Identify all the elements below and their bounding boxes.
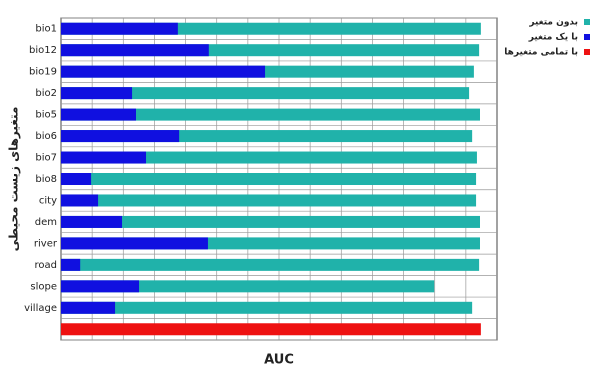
bar bbox=[61, 22, 178, 35]
bar bbox=[61, 280, 140, 293]
x-axis-label: AUC bbox=[264, 353, 294, 368]
legend-label: با تمامی متغیرها bbox=[504, 48, 578, 58]
bar bbox=[61, 44, 209, 57]
bar bbox=[61, 237, 208, 250]
bar bbox=[61, 301, 473, 314]
y-tick-label: bio8 bbox=[35, 174, 57, 185]
bar bbox=[61, 258, 480, 271]
bar bbox=[61, 130, 180, 143]
legend-label: بدون متغیر bbox=[528, 18, 578, 28]
bar bbox=[61, 194, 477, 207]
y-tick-label: bio6 bbox=[35, 131, 57, 142]
y-tick-label: bio12 bbox=[29, 45, 57, 56]
bar bbox=[61, 108, 480, 121]
y-axis-label: متغیرهای زیست محیطی bbox=[7, 107, 21, 252]
bar bbox=[61, 87, 133, 100]
y-tick-label: road bbox=[35, 260, 58, 271]
legend-swatch bbox=[584, 19, 590, 25]
y-tick-label: river bbox=[34, 238, 58, 249]
bar bbox=[61, 215, 123, 228]
y-tick-label: slope bbox=[30, 281, 57, 292]
bar bbox=[61, 65, 266, 78]
bar bbox=[61, 151, 147, 164]
y-tick-label: village bbox=[24, 303, 57, 314]
y-tick-label: bio2 bbox=[35, 88, 57, 99]
bar bbox=[61, 280, 435, 293]
y-tick-label: bio1 bbox=[35, 24, 57, 35]
bar bbox=[61, 215, 480, 228]
bar bbox=[61, 258, 81, 271]
legend-swatch bbox=[584, 49, 590, 55]
y-tick-label: dem bbox=[35, 217, 57, 228]
y-tick-label: bio5 bbox=[35, 110, 57, 121]
legend-label: با یک متغیر bbox=[528, 33, 578, 43]
bar bbox=[61, 173, 477, 185]
y-tick-label: bio19 bbox=[29, 67, 57, 78]
bar bbox=[61, 173, 92, 185]
bar bbox=[61, 87, 470, 100]
bar bbox=[61, 301, 116, 314]
bar bbox=[61, 194, 99, 207]
bar bbox=[61, 151, 477, 164]
y-tick-label: city bbox=[39, 195, 57, 206]
bar bbox=[61, 323, 481, 336]
legend-swatch bbox=[584, 34, 590, 40]
bar bbox=[61, 108, 136, 121]
y-tick-label: bio7 bbox=[35, 153, 57, 164]
